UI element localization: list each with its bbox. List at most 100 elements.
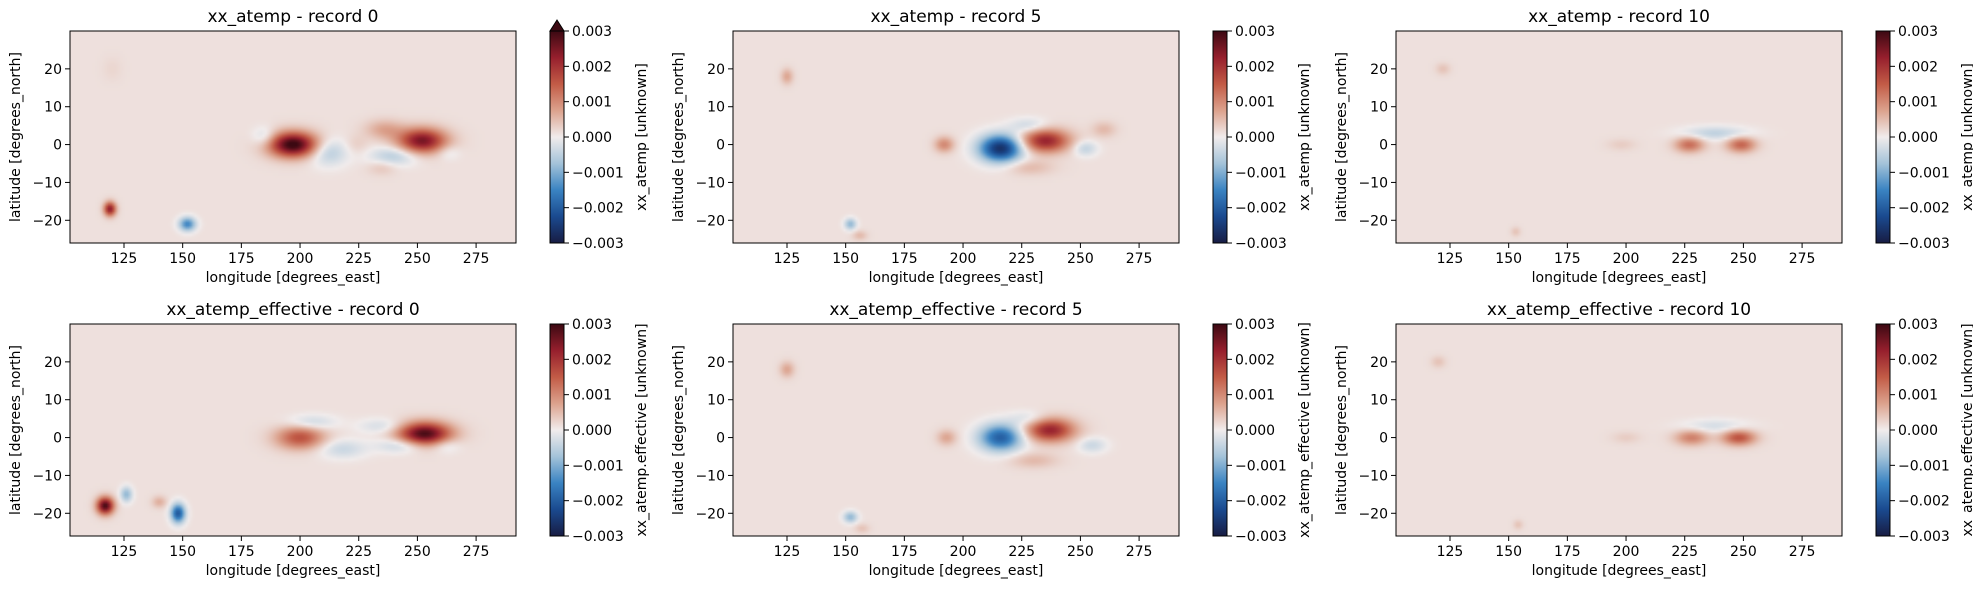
y-axis-label: latitude [degrees_north]	[671, 52, 687, 222]
colorbar-tick-label: −0.002	[572, 201, 624, 217]
colorbar-tick-label: −0.002	[1235, 494, 1287, 510]
heatmap-field	[1396, 324, 1842, 536]
colorbar-tick-label: −0.002	[572, 494, 624, 510]
colorbar-tick-label: 0.000	[1898, 130, 1938, 146]
x-tick-label: 150	[832, 251, 859, 267]
colorbar: 0.003 0.002 0.001 0.000 −0.001 −0.002 −0.003 xx…	[1875, 317, 1973, 545]
colorbar-tick-label: −0.001	[572, 458, 624, 474]
colorbar-tick-label: −0.001	[572, 165, 624, 181]
x-tick-label: 225	[1671, 251, 1698, 267]
colorbar-gradient	[550, 324, 564, 536]
colorbar-tick-label: −0.003	[572, 529, 624, 545]
x-tick-label: 225	[1671, 544, 1698, 560]
colorbar-tick-label: 0.001	[1235, 388, 1275, 404]
x-tick-label: 125	[774, 544, 801, 560]
colorbar-tick-label: 0.002	[1898, 352, 1938, 368]
y-tick-label: −20	[695, 506, 725, 522]
colorbar: 0.003 0.002 0.001 0.000 −0.001 −0.002 −0.003 xx…	[1875, 24, 1973, 252]
colorbar-tick-label: 0.000	[1235, 130, 1275, 146]
x-tick-label: 200	[287, 251, 314, 267]
panel-effective-rec5: xx_atemp_effective - record 5 125 150 175 20…	[671, 300, 1313, 579]
panel-title: xx_atemp - record 10	[1528, 7, 1710, 27]
colorbar-label: xx_atemp_effective [unknown]	[1297, 322, 1313, 538]
panel-title: xx_atemp_effective - record 0	[166, 300, 419, 320]
colorbar-tick-label: −0.001	[1235, 458, 1287, 474]
x-axis-label: longitude [degrees_east]	[869, 270, 1044, 286]
y-tick-label: −10	[695, 468, 725, 484]
x-axis-label: longitude [degrees_east]	[206, 270, 381, 286]
x-tick-label: 250	[1730, 544, 1757, 560]
colorbar-tick-label: 0.002	[572, 59, 612, 75]
colorbar-tick-label: 0.001	[1898, 95, 1938, 111]
colorbar-tick-label: 0.001	[1235, 95, 1275, 111]
y-tick-label: 10	[707, 393, 725, 409]
panel-effective-rec0: xx_atemp_effective - record 0 125 150 175 20…	[8, 300, 650, 579]
colorbar-tick-label: −0.002	[1898, 201, 1950, 217]
colorbar-label: xx_atemp [unknown]	[1960, 63, 1973, 211]
y-tick-label: −20	[1358, 213, 1388, 229]
axes-frame	[732, 30, 1180, 244]
colorbar-tick-label: −0.003	[1898, 529, 1950, 545]
colorbar-tick-label: −0.002	[1235, 201, 1287, 217]
y-tick-label: 0	[716, 431, 725, 447]
y-tick-label: 0	[1379, 431, 1388, 447]
colorbar-tick-label: 0.000	[572, 423, 612, 439]
y-tick-label: −10	[1358, 175, 1388, 191]
y-axis-label: latitude [degrees_north]	[1334, 345, 1350, 515]
colorbar-gradient	[1876, 31, 1890, 243]
x-tick-label: 250	[1067, 544, 1094, 560]
colorbar: 0.003 0.002 0.001 0.000 −0.001 −0.002 −0.003 xx…	[549, 317, 650, 545]
y-axis-label: latitude [degrees_north]	[671, 345, 687, 515]
panel-title: xx_atemp - record 5	[871, 7, 1042, 27]
y-tick-label: −10	[1358, 468, 1388, 484]
x-tick-label: 175	[1554, 251, 1581, 267]
y-tick-label: 10	[707, 100, 725, 116]
x-tick-label: 275	[1126, 544, 1153, 560]
x-tick-label: 175	[891, 544, 918, 560]
colorbar-label: xx_atemp.effective [unknown]	[1960, 323, 1973, 536]
colorbar-tick-label: 0.003	[1898, 317, 1938, 333]
colorbar-tick-label: 0.003	[1235, 317, 1275, 333]
colorbar: 0.003 0.002 0.001 0.000 −0.001 −0.002 −0.003 xx…	[1212, 317, 1313, 545]
axes-frame	[1395, 323, 1843, 537]
y-tick-label: −20	[32, 213, 62, 229]
x-tick-label: 125	[111, 544, 138, 560]
x-tick-label: 175	[1554, 544, 1581, 560]
colorbar-tick-label: −0.001	[1898, 165, 1950, 181]
y-tick-label: 10	[44, 393, 62, 409]
x-tick-label: 125	[111, 251, 138, 267]
y-axis-label: latitude [degrees_north]	[8, 52, 24, 222]
x-tick-label: 200	[950, 544, 977, 560]
x-tick-label: 250	[1730, 251, 1757, 267]
heatmap-field	[733, 324, 1179, 536]
x-tick-label: 275	[463, 251, 490, 267]
colorbar-tick-label: 0.002	[1235, 59, 1275, 75]
x-tick-label: 175	[891, 251, 918, 267]
colorbar-tick-label: −0.003	[1898, 236, 1950, 252]
colorbar-gradient	[1876, 324, 1890, 536]
colorbar-tick-label: −0.003	[1235, 529, 1287, 545]
x-tick-label: 250	[404, 544, 431, 560]
y-axis-label: latitude [degrees_north]	[1334, 52, 1350, 222]
colorbar-tick-label: −0.003	[572, 236, 624, 252]
x-tick-label: 125	[774, 251, 801, 267]
heatmap-field	[70, 324, 516, 536]
axes-frame	[69, 323, 517, 537]
x-tick-label: 125	[1437, 544, 1464, 560]
axes-frame	[69, 30, 517, 244]
y-tick-label: −20	[32, 506, 62, 522]
x-axis-label: longitude [degrees_east]	[1532, 270, 1707, 286]
y-tick-label: 10	[1370, 100, 1388, 116]
panel-effective-rec10: xx_atemp_effective - record 10 125 150 175 2…	[1334, 300, 1973, 579]
colorbar-tick-label: −0.002	[1898, 494, 1950, 510]
y-tick-label: 0	[716, 138, 725, 154]
y-tick-label: 20	[707, 355, 725, 371]
colorbar-tick-label: 0.002	[572, 352, 612, 368]
x-tick-label: 225	[1008, 544, 1035, 560]
colorbar-tick-label: 0.000	[572, 130, 612, 146]
y-tick-label: 20	[44, 62, 62, 78]
heatmap-field	[1396, 31, 1842, 243]
